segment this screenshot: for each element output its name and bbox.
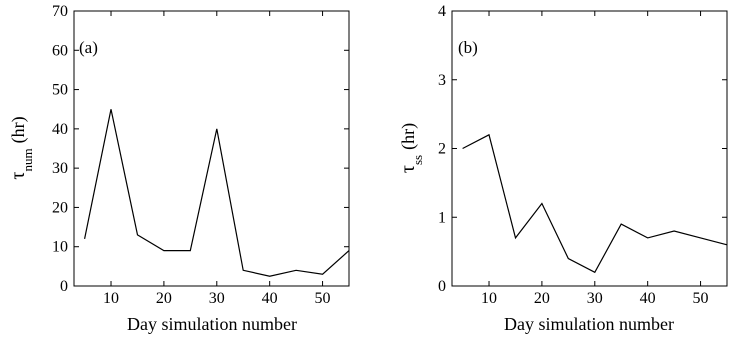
x-tick-label: 20 bbox=[156, 290, 172, 307]
panel-b: 10 20 30 40 50 0 1 2 3 4 (b) Day simulation numbe… bbox=[397, 3, 728, 334]
y-tick-label: 0 bbox=[60, 278, 68, 295]
y-tick-label: 20 bbox=[52, 199, 68, 216]
x-tick-label: 30 bbox=[587, 290, 603, 307]
series-line bbox=[84, 109, 350, 277]
x-axis-label: Day simulation number bbox=[127, 314, 297, 334]
plot-area-frame bbox=[451, 10, 728, 287]
y-axis-label-subscript: ss bbox=[410, 155, 425, 165]
y-axis-label: τnum (hr) bbox=[7, 116, 35, 179]
y-tick-label: 10 bbox=[52, 239, 68, 256]
plot-area-frame bbox=[73, 10, 350, 287]
x-tick-label: 40 bbox=[640, 290, 656, 307]
y-axis-label-unit: (hr) bbox=[8, 116, 29, 143]
x-tick-label: 50 bbox=[315, 290, 331, 307]
x-axis-label: Day simulation number bbox=[504, 314, 674, 334]
y-tick-label: 50 bbox=[52, 82, 68, 99]
x-tick-label: 40 bbox=[262, 290, 278, 307]
axis-ticks: 10 20 30 40 50 0 1 2 3 4 bbox=[438, 3, 727, 307]
panel-label: (a) bbox=[79, 38, 98, 57]
axis-ticks: 10 20 30 40 50 0 10 20 30 40 50 60 70 bbox=[52, 3, 349, 307]
y-tick-label: 0 bbox=[438, 278, 446, 295]
x-tick-label: 50 bbox=[693, 290, 709, 307]
y-tick-label: 70 bbox=[52, 3, 68, 20]
y-axis-label-symbol: τ bbox=[7, 172, 29, 180]
y-tick-label: 30 bbox=[52, 160, 68, 177]
panel-a: 10 20 30 40 50 0 10 20 30 40 50 60 70 (a) Day simula… bbox=[7, 3, 350, 334]
series-line bbox=[462, 133, 728, 274]
panel-label: (b) bbox=[458, 38, 478, 57]
y-tick-label: 4 bbox=[438, 3, 446, 20]
x-tick-label: 30 bbox=[209, 290, 225, 307]
x-tick-label: 10 bbox=[481, 290, 497, 307]
y-tick-label: 2 bbox=[438, 141, 446, 158]
y-tick-label: 40 bbox=[52, 121, 68, 138]
y-tick-label: 60 bbox=[52, 42, 68, 59]
data-line bbox=[84, 109, 350, 277]
y-tick-label: 1 bbox=[438, 209, 446, 226]
x-tick-label: 20 bbox=[534, 290, 550, 307]
data-line bbox=[462, 133, 728, 274]
y-axis-label-subscript: num bbox=[20, 148, 35, 171]
y-axis-label-unit: (hr) bbox=[398, 123, 419, 150]
y-axis-label-symbol: τ bbox=[397, 165, 419, 173]
x-tick-label: 10 bbox=[103, 290, 119, 307]
y-axis-label: τss (hr) bbox=[397, 123, 425, 173]
y-tick-label: 3 bbox=[438, 72, 446, 89]
